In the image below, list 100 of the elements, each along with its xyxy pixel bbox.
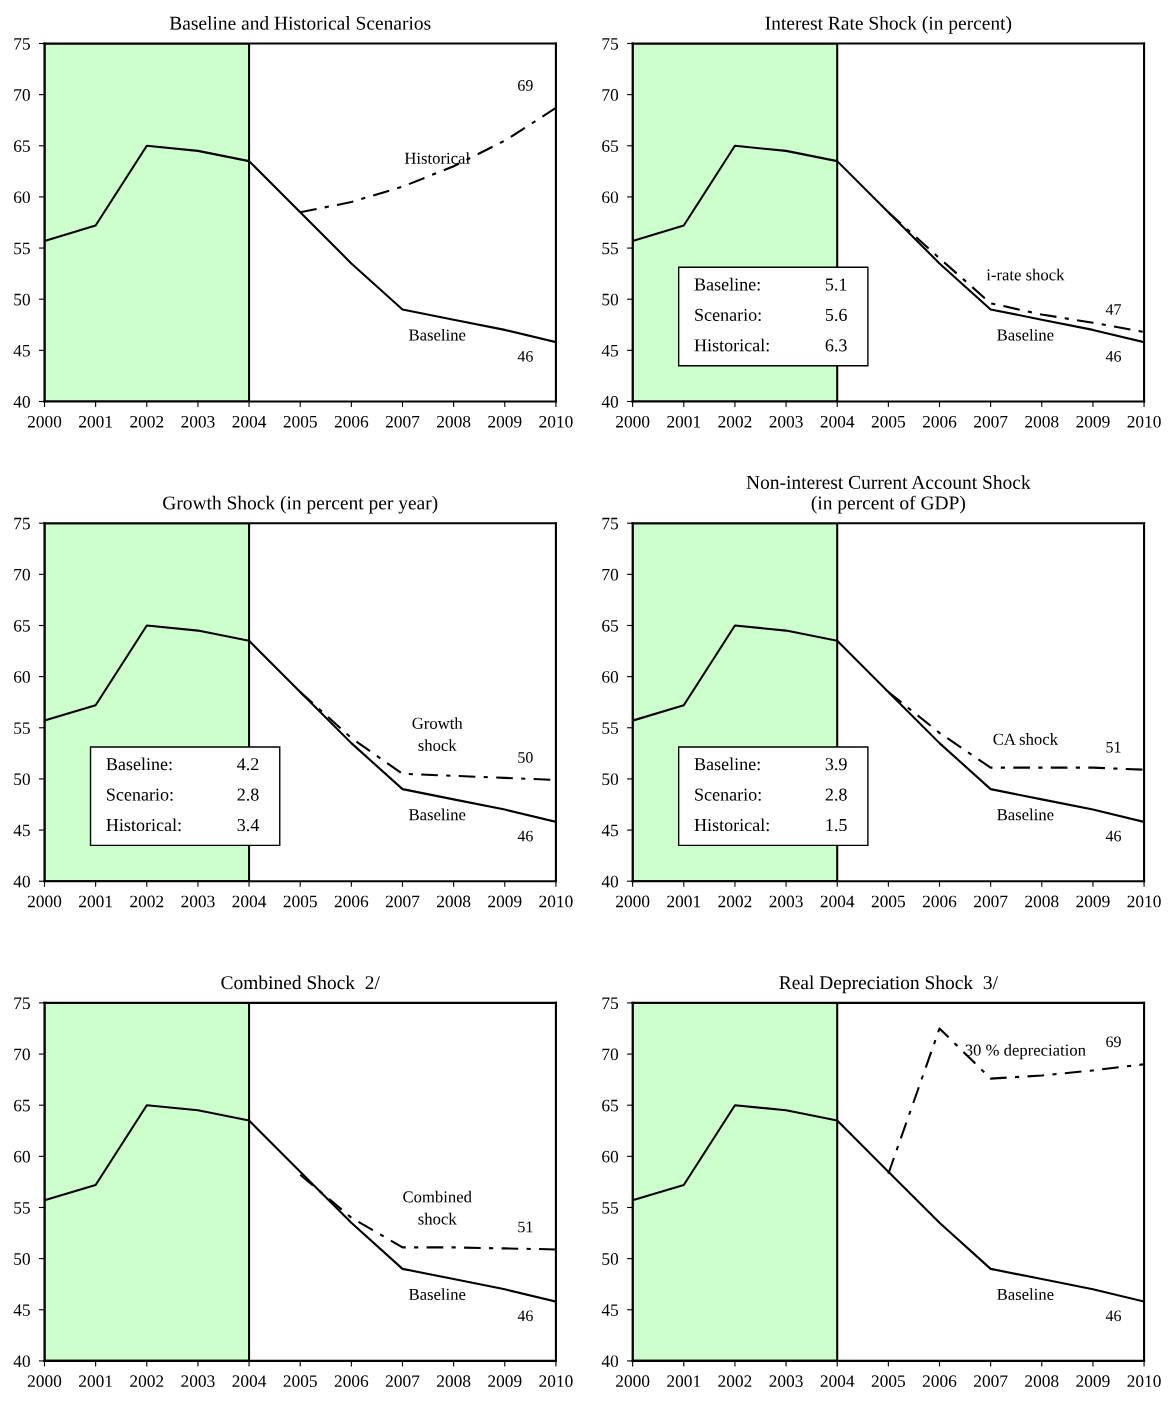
x-tick-label: 2003 [769,1375,803,1388]
x-tick-label: 2008 [437,1375,471,1388]
x-tick-label: 2009 [488,415,522,428]
data-label: 69 [1106,1036,1121,1048]
annotation: 6.3 [825,339,847,352]
y-tick-label: 55 [14,722,30,734]
y-tick-label: 75 [602,517,619,530]
series-label: Historical [404,152,470,164]
x-tick-label: 2003 [181,1375,215,1388]
series-label: Baseline [409,1288,466,1301]
y-tick-label: 65 [602,140,619,152]
series-label: Baseline [997,1288,1054,1301]
data-label: 46 [1105,830,1122,842]
x-tick-label: 2005 [871,415,906,428]
x-tick-label: 2004 [820,415,855,428]
annotation: Historical: [694,338,769,352]
y-tick-label: 55 [14,242,30,255]
y-tick-label: 40 [13,1355,30,1368]
y-tick-label: 50 [602,293,619,306]
data-label: 46 [517,351,533,362]
series-label: Baseline [997,808,1054,821]
chart-title: Growth Shock (in percent per year) [163,495,438,514]
series-label: Growth shock [412,717,463,751]
y-tick-label: 45 [13,344,30,357]
annotation: 3.4 [237,818,260,832]
y-tick-label: 75 [602,997,619,1010]
y-tick-label: 50 [14,293,30,306]
series-label: CA shock [993,733,1058,745]
y-tick-label: 60 [13,1150,30,1163]
y-tick-label: 70 [602,568,619,581]
annotation: Historical: [106,818,181,832]
x-tick-label: 2001 [667,895,701,908]
y-tick-label: 70 [602,1048,619,1061]
x-tick-label: 2001 [79,895,112,908]
chart-title: Baseline and Historical Scenarios [169,16,431,30]
y-tick-label: 75 [14,997,30,1010]
x-tick-label: 2000 [616,1375,650,1388]
data-label: 46 [1105,1310,1122,1322]
x-tick-label: 2007 [385,895,420,908]
x-tick-label: 2001 [667,415,701,428]
annotation: 4.2 [237,758,259,771]
x-tick-label: 2008 [1025,1375,1059,1388]
x-tick-label: 2009 [488,1375,522,1388]
y-tick-label: 70 [14,89,30,101]
x-tick-label: 2004 [820,895,855,908]
x-tick-label: 2005 [283,1375,317,1388]
y-tick-label: 60 [602,1150,619,1163]
y-tick-label: 45 [13,1304,30,1316]
y-tick-label: 65 [602,1099,619,1112]
x-tick-label: 2003 [181,415,215,428]
series-label: 30 % depreciation [965,1044,1086,1060]
x-tick-label: 2006 [922,415,957,428]
y-tick-label: 75 [602,38,619,50]
x-tick-label: 2000 [27,895,62,908]
annotation: Historical: [694,818,769,832]
x-tick-label: 2008 [1025,415,1059,428]
y-tick-label: 45 [601,824,619,837]
y-tick-label: 50 [14,773,30,786]
x-tick-label: 2004 [232,415,267,428]
x-tick-label: 2002 [718,415,752,428]
x-tick-label: 2009 [488,895,522,908]
x-tick-label: 2003 [769,415,803,428]
x-tick-label: 2002 [130,415,164,428]
x-tick-label: 2006 [334,895,369,908]
y-tick-label: 60 [13,191,30,204]
y-tick-label: 65 [13,620,30,632]
x-tick-label: 2009 [1076,895,1110,908]
x-tick-label: 2004 [232,1375,267,1388]
data-label: 46 [517,830,533,842]
y-tick-label: 40 [601,875,619,888]
y-tick-label: 55 [602,722,619,734]
x-tick-label: 2005 [283,415,317,428]
y-tick-label: 50 [602,773,619,786]
x-tick-label: 2007 [385,1375,420,1388]
annotation: 5.1 [825,278,847,291]
y-tick-label: 60 [13,671,30,683]
x-tick-label: 2007 [974,415,1008,428]
x-tick-label: 2010 [539,415,573,428]
x-tick-label: 2007 [385,415,420,428]
x-tick-label: 2008 [437,895,471,908]
x-tick-label: 2007 [974,895,1008,908]
x-tick-label: 2007 [974,1375,1008,1388]
y-tick-label: 70 [14,568,30,581]
chart-title: Interest Rate Shock (in percent) [765,16,1012,34]
series-label: Baseline [409,808,466,821]
x-tick-label: 2009 [1076,1375,1110,1388]
x-tick-label: 2002 [718,1375,752,1388]
x-tick-label: 2002 [130,895,164,908]
x-tick-label: 2000 [616,415,650,428]
x-tick-label: 2000 [616,895,650,908]
chart-title: Real Depreciation Shock 3/ [779,975,998,994]
x-tick-label: 2006 [922,1375,957,1388]
x-tick-label: 2003 [769,895,803,908]
annotation: Baseline: [106,757,172,771]
x-tick-label: 2010 [539,895,573,908]
series-label: i-rate shock [986,268,1065,281]
x-tick-label: 2004 [232,895,267,908]
data-label: 51 [1106,741,1121,753]
y-tick-label: 65 [602,620,619,632]
y-tick-label: 70 [602,89,619,101]
